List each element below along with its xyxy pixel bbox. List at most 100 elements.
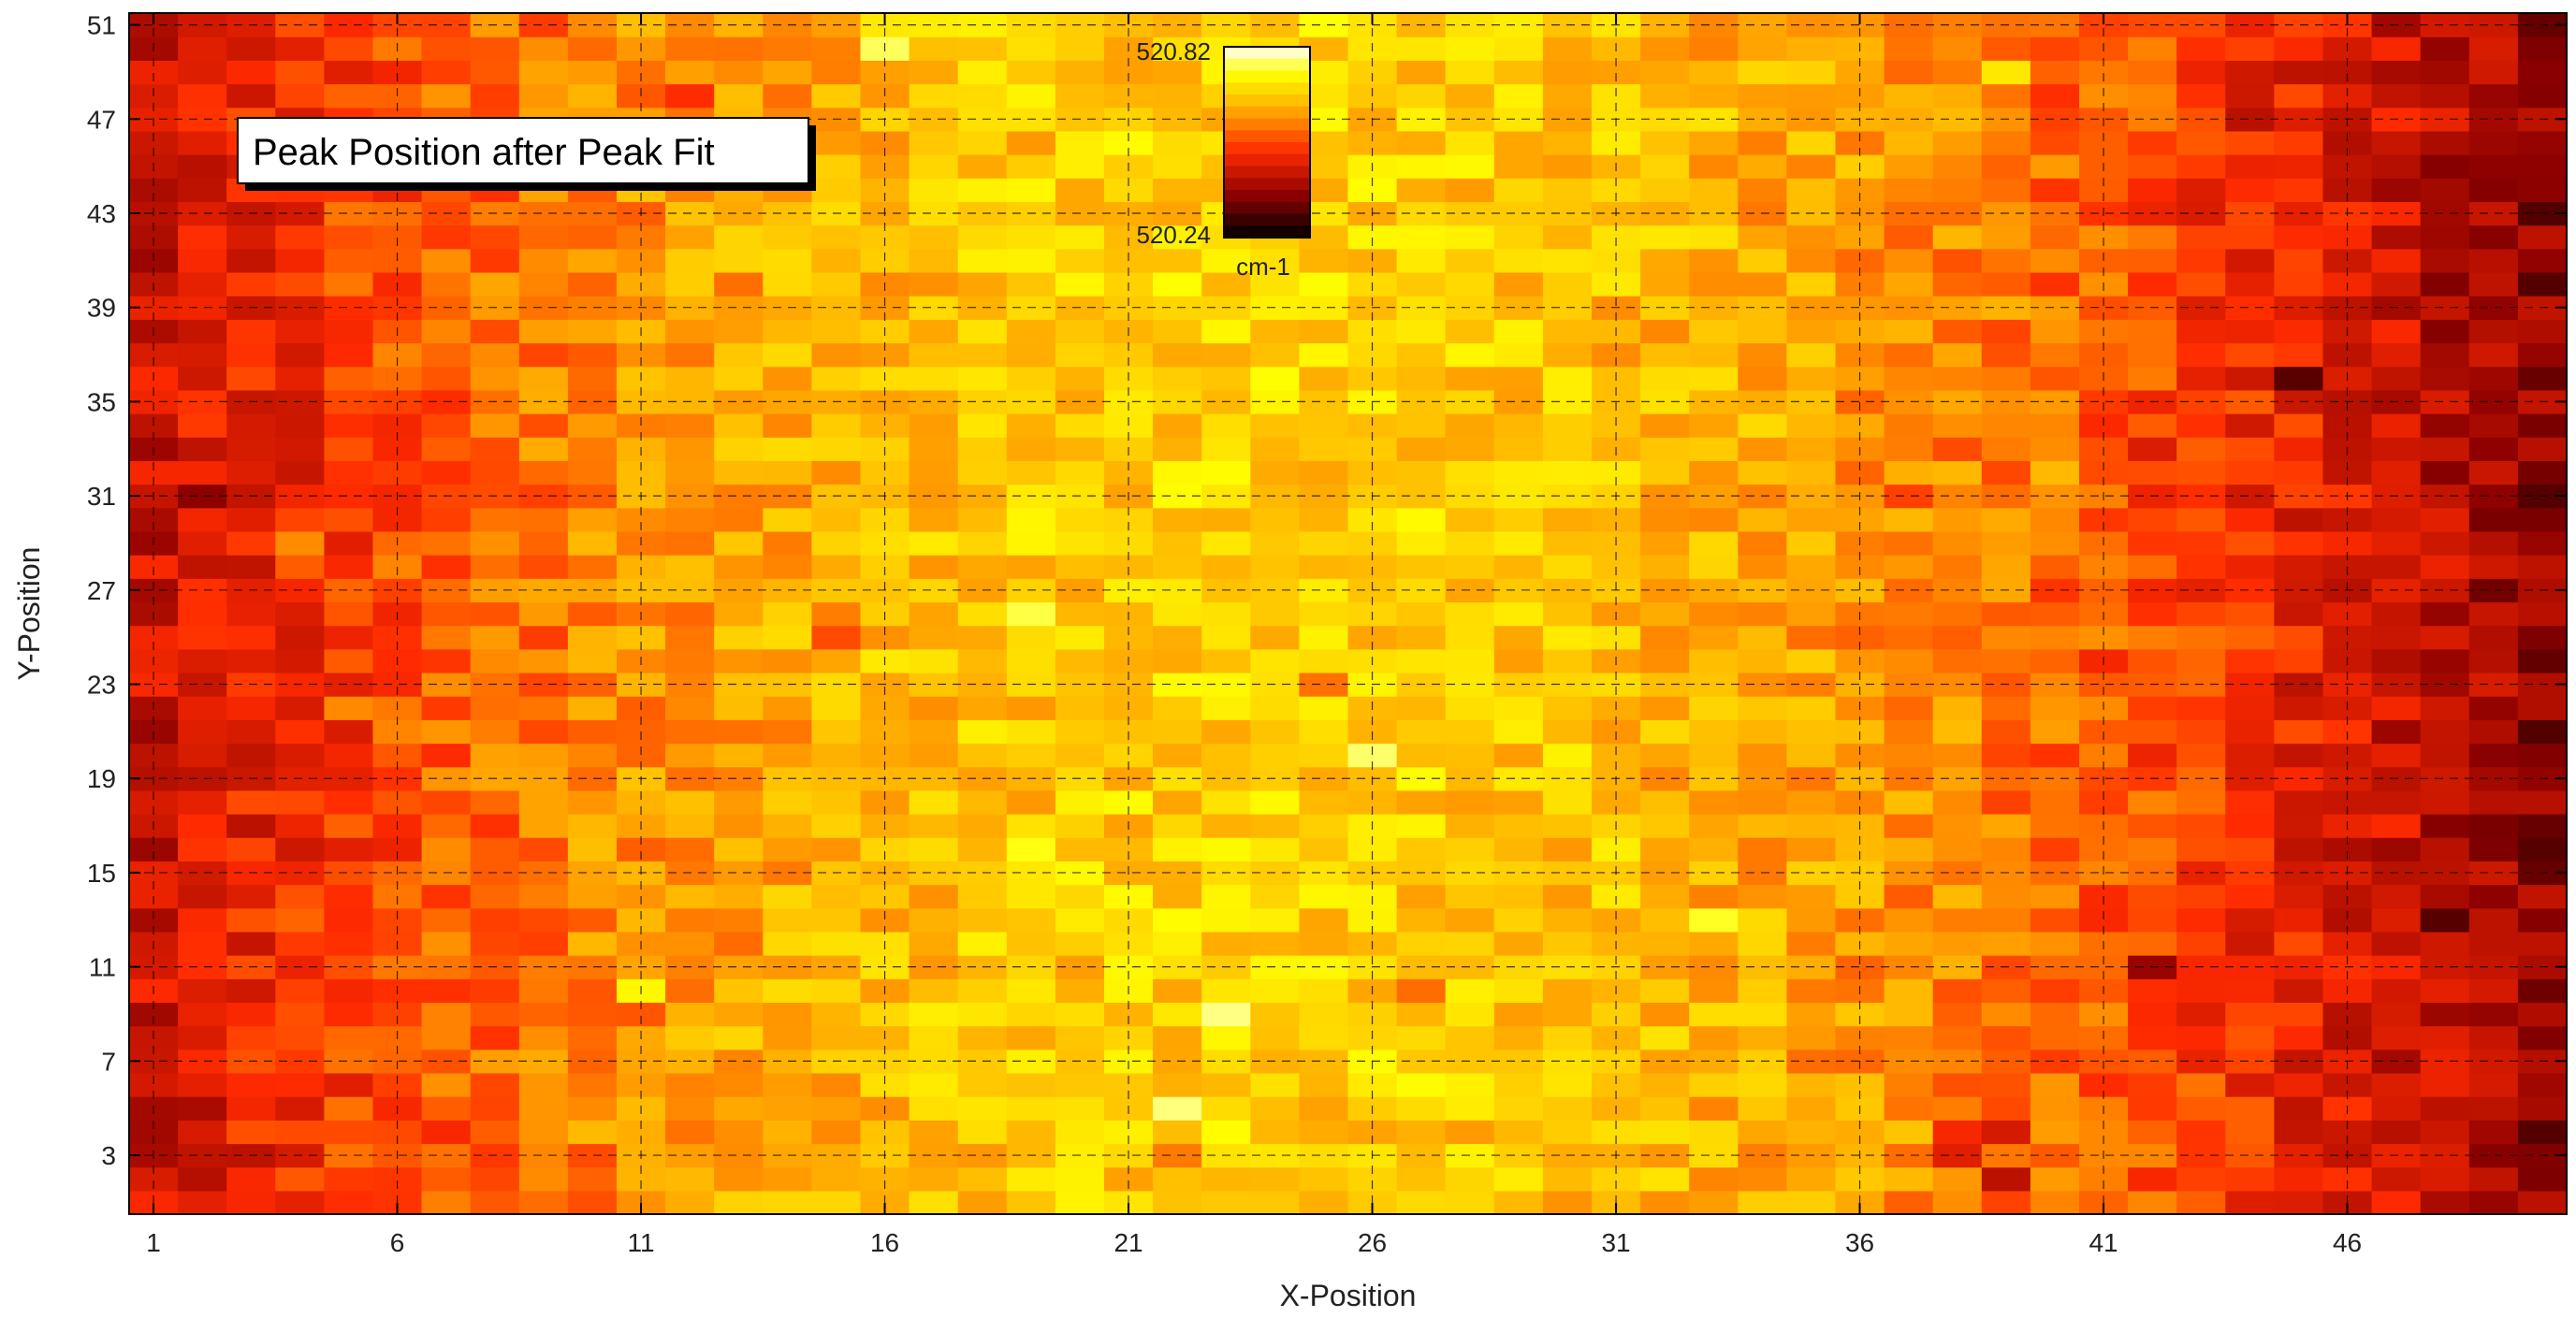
heatmap-cell <box>1786 884 1837 909</box>
heatmap-cell <box>2176 248 2226 273</box>
heatmap-cell <box>2225 107 2275 132</box>
heatmap-cell <box>518 601 569 627</box>
heatmap-cell <box>1932 555 1983 579</box>
heatmap-cell <box>811 1002 862 1027</box>
heatmap-cell <box>2128 814 2177 838</box>
heatmap-cell <box>1738 1190 1787 1215</box>
heatmap-cell <box>518 907 569 933</box>
heatmap-cell <box>2420 696 2470 720</box>
heatmap-cell <box>470 1120 520 1145</box>
heatmap-cell <box>1884 1166 1934 1192</box>
heatmap-cell <box>1786 555 1837 579</box>
heatmap-cell <box>226 1096 276 1121</box>
heatmap-cell <box>2176 648 2226 673</box>
heatmap-cell <box>275 931 325 956</box>
y-tick-label: 47 <box>87 105 116 134</box>
heatmap-cell <box>811 460 862 485</box>
heatmap-cell <box>470 625 520 650</box>
heatmap-cell <box>421 60 472 85</box>
heatmap-cell <box>1250 789 1300 815</box>
heatmap-cell <box>1299 13 1349 37</box>
heatmap-cell <box>811 648 862 673</box>
heatmap-cell <box>2128 36 2177 61</box>
heatmap-cell <box>518 931 569 956</box>
heatmap-cell <box>1445 931 1495 956</box>
heatmap-cell <box>1932 130 1983 155</box>
heatmap-cell <box>1055 907 1105 933</box>
heatmap-cell <box>1932 342 1983 368</box>
heatmap-cell <box>2128 696 2177 720</box>
heatmap-cell <box>1055 1166 1105 1192</box>
heatmap-cell <box>1006 1025 1056 1050</box>
heatmap-cell <box>1884 60 1934 85</box>
heatmap-cell <box>1640 601 1690 627</box>
heatmap-cell <box>2468 60 2519 85</box>
heatmap-cell <box>567 1072 618 1097</box>
heatmap-cell <box>1884 13 1934 37</box>
heatmap-cell <box>324 366 374 391</box>
heatmap-cell <box>1445 1166 1495 1192</box>
x-tick-label: 31 <box>1601 1228 1630 1257</box>
heatmap-cell <box>470 978 520 1004</box>
heatmap-cell <box>1201 648 1251 673</box>
heatmap-cell <box>178 1096 227 1121</box>
heatmap-cell <box>1981 978 2031 1004</box>
heatmap-cell <box>2371 507 2422 532</box>
heatmap-cell <box>811 625 862 650</box>
heatmap-cell <box>1396 83 1447 109</box>
heatmap-cell <box>811 978 862 1004</box>
heatmap-cell <box>1542 907 1593 933</box>
heatmap-cell <box>909 766 959 791</box>
heatmap-cell <box>665 1120 715 1145</box>
heatmap-cell <box>275 319 325 344</box>
heatmap-cell <box>1689 719 1739 745</box>
heatmap-cell <box>2420 766 2470 791</box>
heatmap-cell <box>1884 366 1934 391</box>
heatmap-cell <box>1153 83 1202 109</box>
heatmap-cell <box>470 1190 520 1215</box>
heatmap-cell <box>2128 719 2177 745</box>
heatmap-cell <box>1445 1190 1495 1215</box>
heatmap-cell <box>2225 955 2275 979</box>
heatmap-cell <box>1445 743 1495 768</box>
heatmap-cell <box>1738 648 1787 673</box>
heatmap-cell <box>518 1072 569 1097</box>
heatmap-cell <box>2517 743 2568 768</box>
heatmap-cell <box>1250 837 1300 861</box>
heatmap-cell <box>1738 601 1787 627</box>
heatmap-cell <box>2274 1072 2324 1097</box>
heatmap-cell <box>178 60 227 85</box>
heatmap-cell <box>811 1120 862 1145</box>
heatmap-cell <box>1055 719 1105 745</box>
heatmap-cell <box>178 789 227 815</box>
heatmap-cell <box>1786 978 1837 1004</box>
heatmap-cell <box>1055 342 1105 368</box>
heatmap-cell <box>2468 413 2519 438</box>
heatmap-cell <box>1006 719 1056 745</box>
heatmap-cell <box>1445 907 1495 933</box>
heatmap-cell <box>957 413 1008 438</box>
heatmap-cell <box>2128 437 2177 461</box>
heatmap-cell <box>2468 437 2519 461</box>
heatmap-cell <box>1396 271 1447 297</box>
heatmap-cell <box>665 248 715 273</box>
heatmap-cell <box>1493 154 1544 179</box>
heatmap-cell <box>178 1190 227 1215</box>
heatmap-cell <box>763 696 812 720</box>
heatmap-cell <box>2176 437 2226 461</box>
heatmap-cell <box>1396 36 1447 61</box>
heatmap-cell <box>1786 625 1837 650</box>
heatmap-cell <box>275 507 325 532</box>
heatmap-cell <box>909 1166 959 1192</box>
heatmap-cell <box>226 224 276 250</box>
heatmap-cell <box>324 530 374 556</box>
heatmap-cell <box>811 1190 862 1215</box>
heatmap-cell <box>1055 366 1105 391</box>
heatmap-cell <box>763 884 812 909</box>
heatmap-cell <box>1493 1166 1544 1192</box>
heatmap-cell <box>1786 743 1837 768</box>
heatmap-cell <box>1055 648 1105 673</box>
heatmap-cell <box>1884 484 1934 509</box>
heatmap-cell <box>2225 389 2275 414</box>
heatmap-cell <box>2176 530 2226 556</box>
